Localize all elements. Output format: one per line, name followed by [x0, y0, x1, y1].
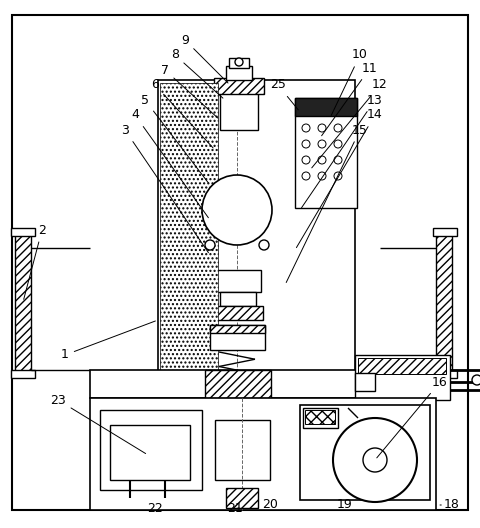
Text: 4: 4 — [131, 108, 208, 218]
Circle shape — [334, 140, 342, 148]
Bar — [100, 410, 202, 490]
Circle shape — [318, 124, 326, 132]
Text: 19: 19 — [337, 498, 353, 512]
Circle shape — [334, 124, 342, 132]
Circle shape — [302, 124, 310, 132]
Text: 6: 6 — [151, 79, 213, 148]
Bar — [229, 58, 249, 68]
Bar — [300, 405, 430, 500]
Bar — [11, 370, 35, 378]
Text: 21: 21 — [227, 502, 243, 514]
Bar — [110, 425, 190, 480]
Bar — [90, 370, 436, 398]
Bar — [214, 78, 264, 94]
Bar — [225, 435, 249, 480]
Bar — [436, 232, 452, 372]
Text: 16: 16 — [377, 375, 448, 458]
Circle shape — [302, 140, 310, 148]
Text: 2: 2 — [24, 223, 46, 299]
Circle shape — [235, 58, 243, 66]
Text: 22: 22 — [147, 502, 163, 514]
Bar — [210, 325, 265, 350]
Circle shape — [318, 172, 326, 180]
Bar — [90, 398, 436, 510]
Bar — [220, 82, 258, 130]
Text: 23: 23 — [50, 393, 145, 454]
Text: 18: 18 — [440, 498, 460, 512]
Text: 13: 13 — [301, 93, 383, 208]
Bar — [210, 427, 265, 435]
Text: 20: 20 — [262, 498, 278, 512]
Text: 14: 14 — [297, 108, 383, 248]
Bar — [295, 98, 357, 116]
Circle shape — [334, 172, 342, 180]
Circle shape — [302, 156, 310, 164]
Circle shape — [302, 172, 310, 180]
Bar — [226, 488, 258, 508]
Text: 8: 8 — [171, 49, 223, 98]
Circle shape — [205, 240, 215, 250]
Bar — [295, 98, 357, 208]
Bar — [433, 228, 457, 236]
Bar — [358, 358, 446, 374]
Text: 7: 7 — [161, 63, 218, 118]
Text: 5: 5 — [141, 93, 208, 183]
Circle shape — [333, 418, 417, 502]
Bar — [15, 232, 31, 372]
Bar — [210, 410, 265, 435]
Bar — [355, 373, 375, 391]
Circle shape — [318, 156, 326, 164]
Text: 10: 10 — [331, 49, 368, 116]
Bar — [303, 408, 338, 428]
Circle shape — [259, 240, 269, 250]
Circle shape — [472, 375, 480, 385]
Text: 3: 3 — [121, 124, 208, 253]
Circle shape — [202, 175, 272, 245]
Bar — [226, 66, 252, 80]
Bar — [11, 228, 35, 236]
Bar — [433, 370, 457, 378]
Bar — [158, 80, 355, 375]
Circle shape — [318, 140, 326, 148]
Bar — [355, 355, 450, 400]
Bar — [215, 420, 270, 480]
Text: 12: 12 — [312, 79, 388, 168]
Bar — [213, 306, 263, 320]
Text: 9: 9 — [181, 33, 228, 83]
Circle shape — [363, 448, 387, 472]
Circle shape — [334, 156, 342, 164]
Text: 15: 15 — [286, 124, 368, 282]
Bar — [305, 410, 335, 424]
Bar — [210, 325, 265, 333]
Bar — [220, 292, 256, 306]
Text: 25: 25 — [270, 79, 298, 110]
Bar — [215, 270, 261, 292]
Text: 11: 11 — [322, 61, 378, 136]
Text: 1: 1 — [61, 321, 156, 362]
Bar — [160, 83, 218, 373]
Bar — [205, 370, 271, 398]
